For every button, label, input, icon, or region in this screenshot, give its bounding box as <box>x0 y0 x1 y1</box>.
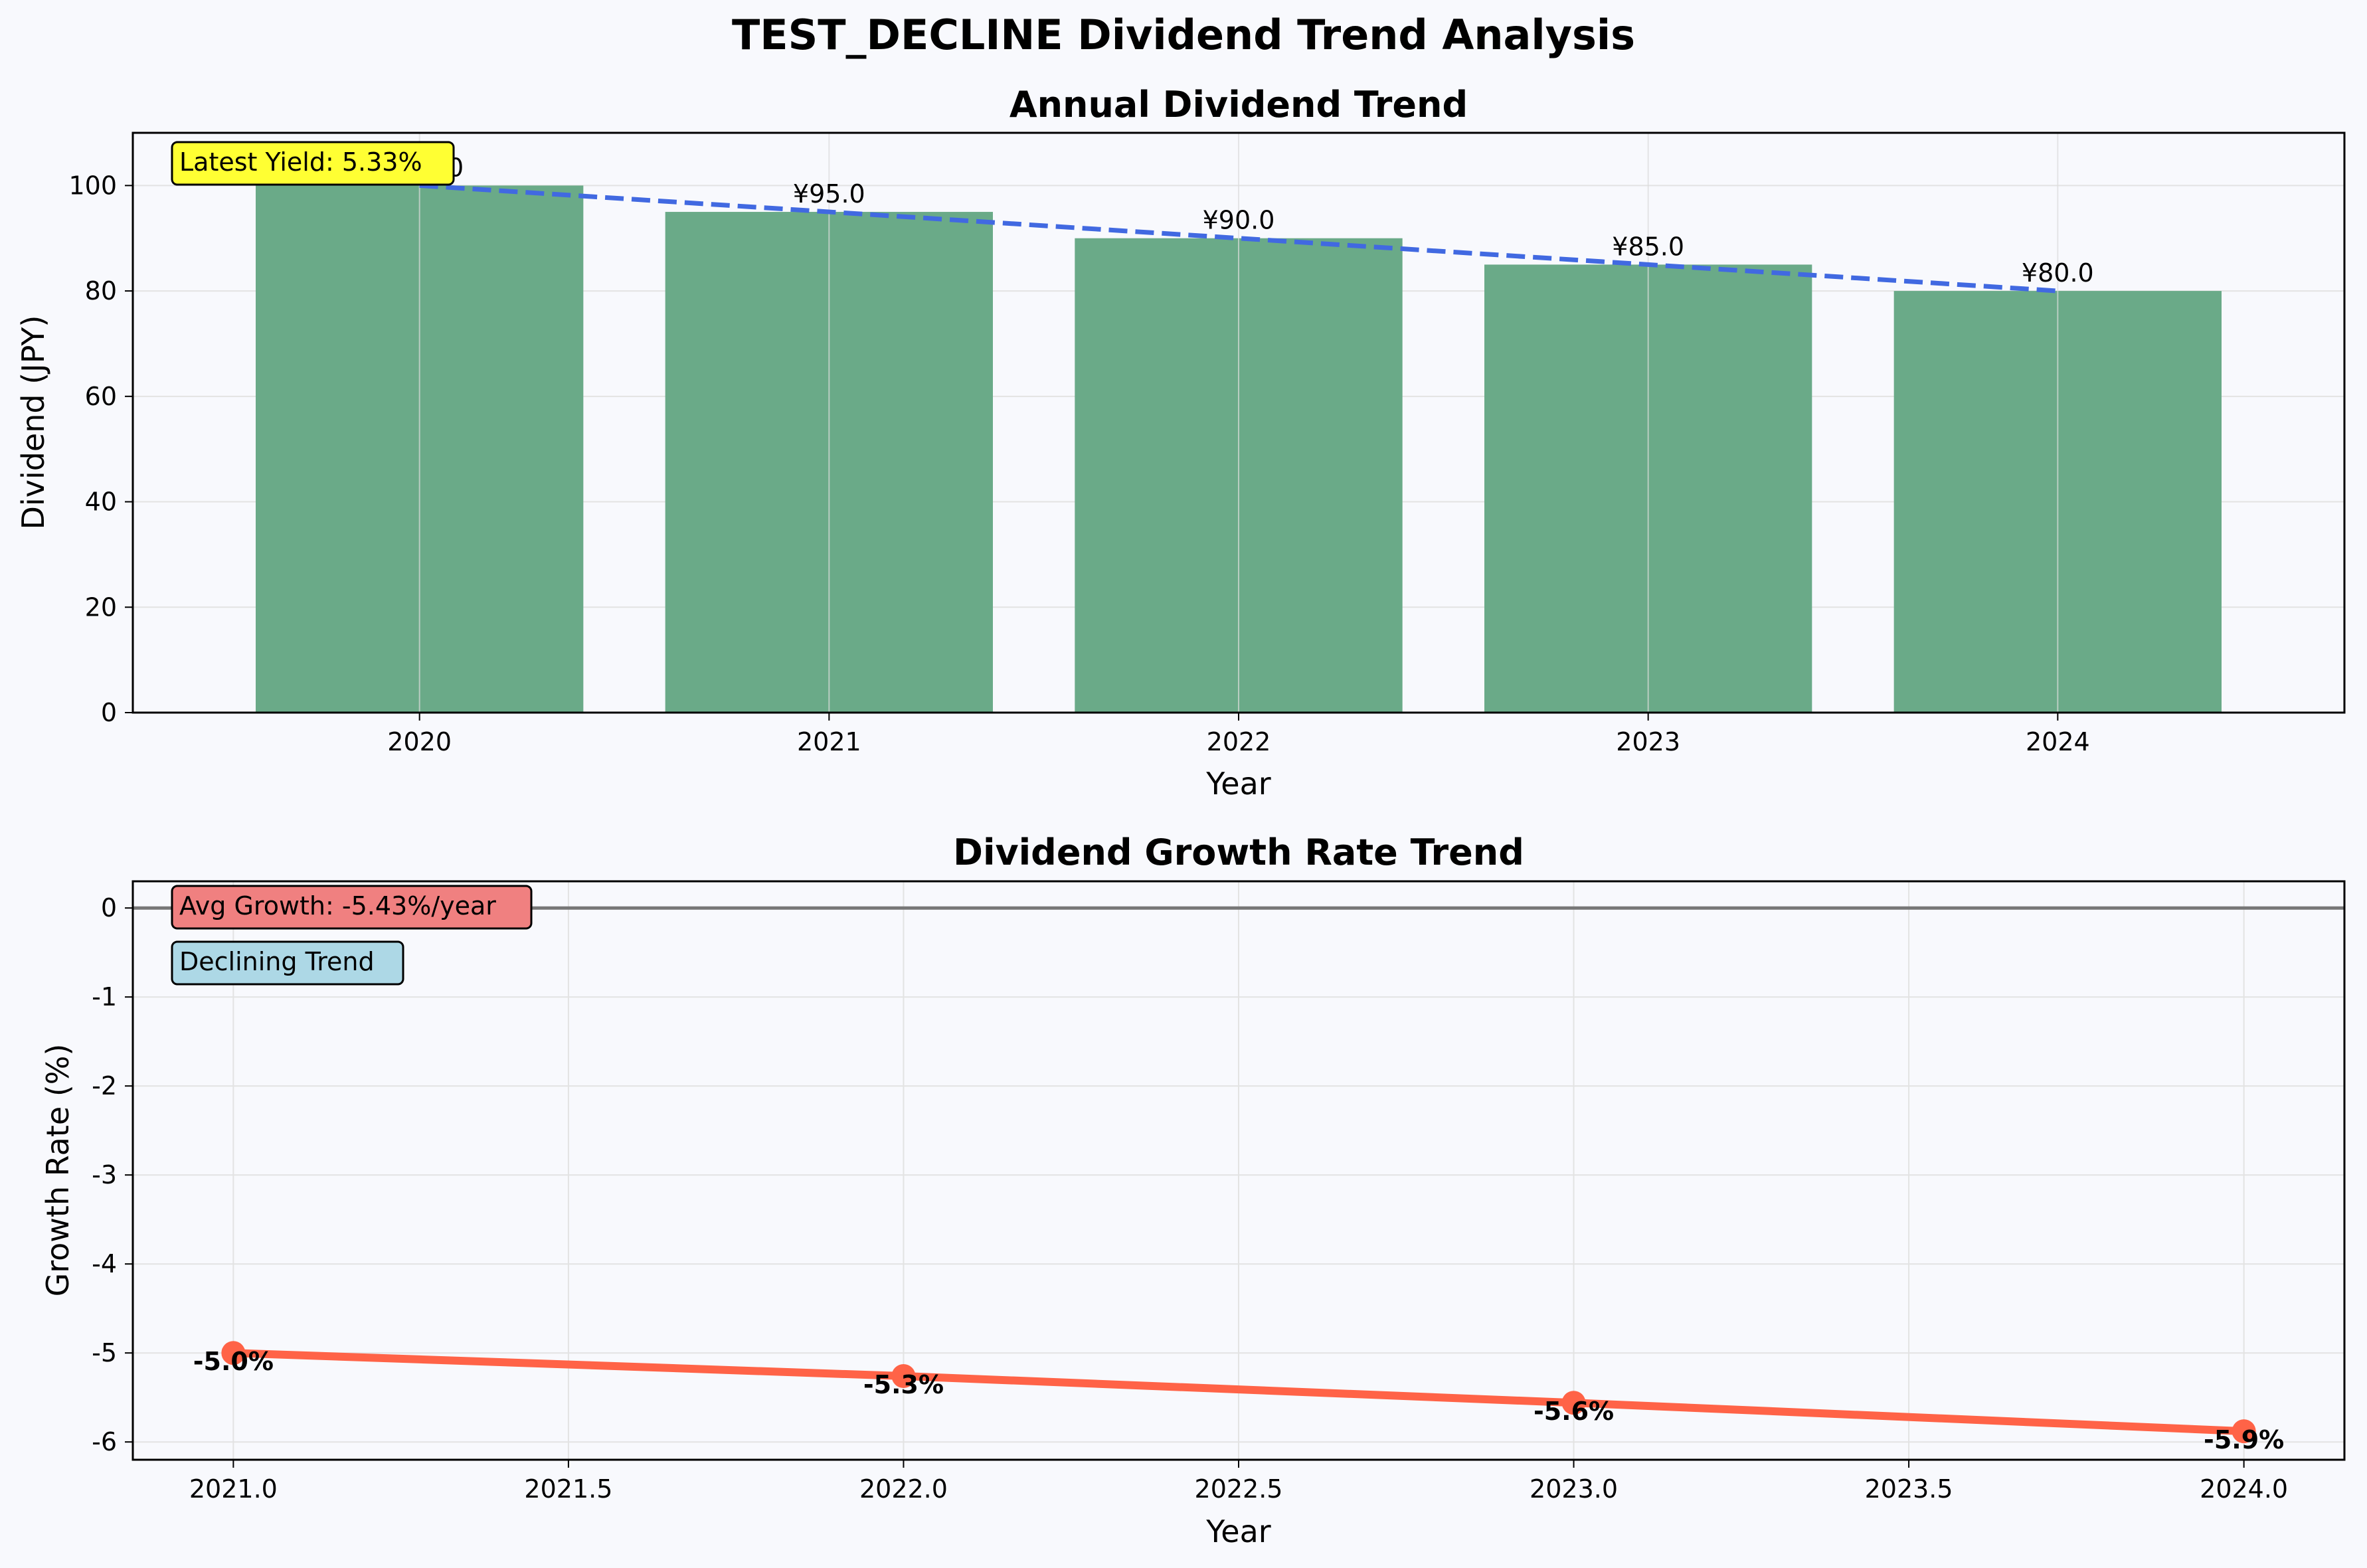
bar-chart-title: Annual Dividend Trend <box>1009 84 1468 126</box>
line-x-ticks: 2021.0 2021.5 2022.0 2022.5 2023.0 2023.5 2024… <box>189 1460 2288 1504</box>
bar-value-label: ¥85.0 <box>1612 232 1684 261</box>
bar-x-tick-label: 2020 <box>387 727 452 756</box>
line-x-tick-label: 2024.0 <box>2200 1474 2288 1504</box>
trend-line <box>419 183 2058 294</box>
bar-y-ticks: 0 20 40 60 80 100 <box>68 171 133 727</box>
latest-yield-text: Latest Yield: 5.33% <box>179 147 422 177</box>
bar-y-tick-label: 100 <box>68 171 117 200</box>
bar-x-axis-label: Year <box>1205 766 1271 802</box>
figure-suptitle: TEST_DECLINE Dividend Trend Analysis <box>732 11 1635 59</box>
line-y-tick-label: -4 <box>92 1249 117 1278</box>
latest-yield-annotation: Latest Yield: 5.33% <box>171 141 455 186</box>
growth-rate-label: -5.3% <box>863 1370 944 1399</box>
growth-rate-chart: -5.0%-5.3%-5.6%-5.9% 2021.0 2021.5 2022.0 2… <box>40 831 2346 1549</box>
growth-rate-line <box>233 1349 2244 1436</box>
growth-rate-label: -5.0% <box>193 1347 274 1376</box>
bar-y-tick-label: 20 <box>85 592 117 622</box>
growth-rate-point <box>2232 1419 2256 1444</box>
bar-x-ticks: 2020 2021 2022 2023 2024 <box>387 713 2090 756</box>
line-y-tick-label: 0 <box>101 893 117 922</box>
bar-value-label: ¥80.0 <box>2022 258 2094 288</box>
line-y-tick-label: -3 <box>92 1160 117 1189</box>
line-y-tick-label: -2 <box>92 1071 117 1100</box>
bar-y-tick-label: 40 <box>85 487 117 517</box>
bar-value-label: ¥95.0 <box>793 179 865 209</box>
line-y-ticks: 0 -1 -2 -3 -4 -5 -6 <box>92 893 133 1456</box>
bar-vertical-grid <box>418 133 2059 713</box>
avg-growth-text: Avg Growth: -5.43%/year <box>179 891 496 920</box>
line-x-tick-label: 2023.0 <box>1530 1474 1618 1504</box>
line-x-tick-label: 2022.0 <box>859 1474 948 1504</box>
trend-status-annotation: Declining Trend <box>171 940 404 986</box>
avg-growth-annotation: Avg Growth: -5.43%/year <box>171 885 533 930</box>
line-x-axis-label: Year <box>1205 1514 1271 1549</box>
line-x-tick-label: 2023.5 <box>1865 1474 1953 1504</box>
bar-x-tick-label: 2022 <box>1207 727 1271 756</box>
line-x-tick-label: 2021.5 <box>524 1474 612 1504</box>
bar-y-tick-label: 60 <box>85 382 117 411</box>
growth-rate-labels: -5.0% -5.3% -5.6% -5.9% <box>193 1347 2284 1454</box>
dividend-bar-chart: ¥100.0¥95.0¥90.0¥85.0¥80.0 2020202120222… <box>15 84 2346 802</box>
line-chart-title: Dividend Growth Rate Trend <box>953 831 1524 873</box>
bar-x-tick-label: 2023 <box>1616 727 1680 756</box>
bar-y-axis-label: Dividend (JPY) <box>15 315 51 530</box>
line-y-tick-label: -5 <box>92 1338 117 1367</box>
growth-rate-label: -5.6% <box>1534 1397 1614 1426</box>
line-y-tick-label: -1 <box>92 982 117 1011</box>
trend-status-text: Declining Trend <box>179 947 375 976</box>
line-x-tick-label: 2021.0 <box>189 1474 278 1504</box>
growth-rate-point <box>891 1364 916 1389</box>
bar-x-tick-label: 2024 <box>2026 727 2090 756</box>
growth-rate-label: -5.9% <box>2204 1425 2284 1454</box>
bar-y-tick-label: 0 <box>101 698 117 727</box>
bar-value-label: ¥90.0 <box>1203 206 1275 235</box>
line-y-tick-label: -6 <box>92 1427 117 1456</box>
growth-rate-point <box>1561 1391 1586 1415</box>
growth-rate-points <box>221 1341 2256 1444</box>
bar-y-tick-label: 80 <box>85 276 117 305</box>
growth-rate-point <box>221 1341 246 1365</box>
line-x-tick-label: 2022.5 <box>1195 1474 1283 1504</box>
line-y-axis-label: Growth Rate (%) <box>40 1044 76 1297</box>
bar-x-tick-label: 2021 <box>797 727 861 756</box>
